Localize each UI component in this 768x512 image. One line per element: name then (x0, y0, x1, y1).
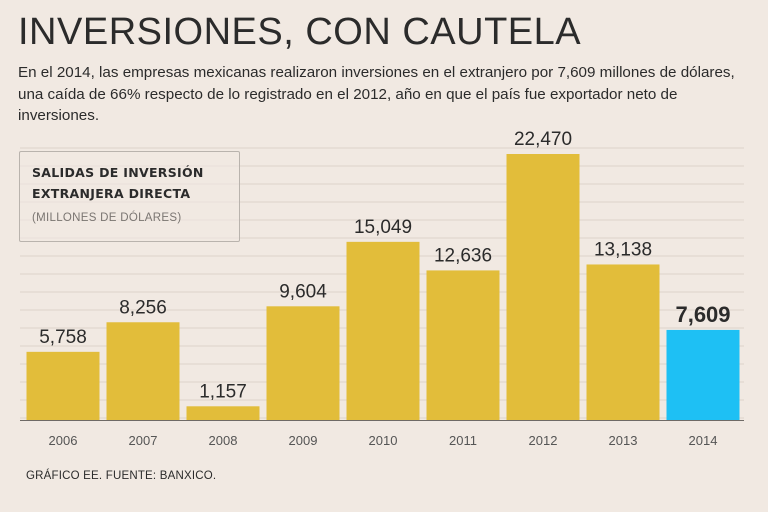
legend-title-line-2: EXTRANJERA DIRECTA (32, 186, 191, 201)
tick-label-2007: 2007 (129, 433, 158, 448)
value-label-2007: 8,256 (119, 297, 167, 318)
chart-title: INVERSIONES, CON CAUTELA (18, 11, 582, 53)
tick-label-2014: 2014 (689, 433, 718, 448)
value-labels-group: 5,758 8,256 1,157 9,604 15,049 12,636 22,470 13… (39, 129, 730, 402)
legend-box: SALIDAS DE INVERSIÓN EXTRANJERA DIRECTA … (19, 151, 240, 242)
value-label-2006: 5,758 (39, 327, 87, 348)
tick-label-2006: 2006 (49, 433, 78, 448)
legend-unit: (MILLONES DE DÓLARES) (32, 212, 182, 224)
bar-2012 (506, 154, 580, 420)
tick-label-2008: 2008 (209, 433, 238, 448)
value-label-2013: 13,138 (594, 239, 652, 260)
value-label-2008: 1,157 (199, 381, 247, 402)
tick-label-2013: 2013 (609, 433, 638, 448)
value-label-2014: 7,609 (675, 302, 730, 327)
bar-2010 (346, 241, 420, 420)
chart-subtitle: En el 2014, las empresas mexicanas reali… (18, 64, 735, 124)
bar-2011 (426, 270, 500, 420)
tick-label-2010: 2010 (369, 433, 398, 448)
legend-title-line-1: SALIDAS DE INVERSIÓN (32, 165, 204, 180)
value-label-2009: 9,604 (279, 281, 327, 302)
bar-2008 (186, 406, 260, 420)
value-label-2012: 22,470 (514, 129, 572, 150)
bar-2006 (26, 351, 100, 420)
bar-2007 (106, 322, 180, 420)
bar-2014 (666, 329, 740, 420)
x-axis: 2006 2007 2008 2009 2010 2011 2012 2013 2014 (20, 420, 744, 448)
value-label-2010: 15,049 (354, 217, 412, 238)
tick-label-2011: 2011 (449, 433, 477, 448)
bars-group (26, 154, 740, 420)
tick-label-2012: 2012 (529, 433, 558, 448)
value-label-2011: 12,636 (434, 245, 492, 266)
bar-2013 (586, 264, 660, 420)
source-note: GRÁFICO EE. FUENTE: BANXICO. (26, 470, 217, 482)
bar-2009 (266, 306, 340, 420)
tick-label-2009: 2009 (289, 433, 318, 448)
